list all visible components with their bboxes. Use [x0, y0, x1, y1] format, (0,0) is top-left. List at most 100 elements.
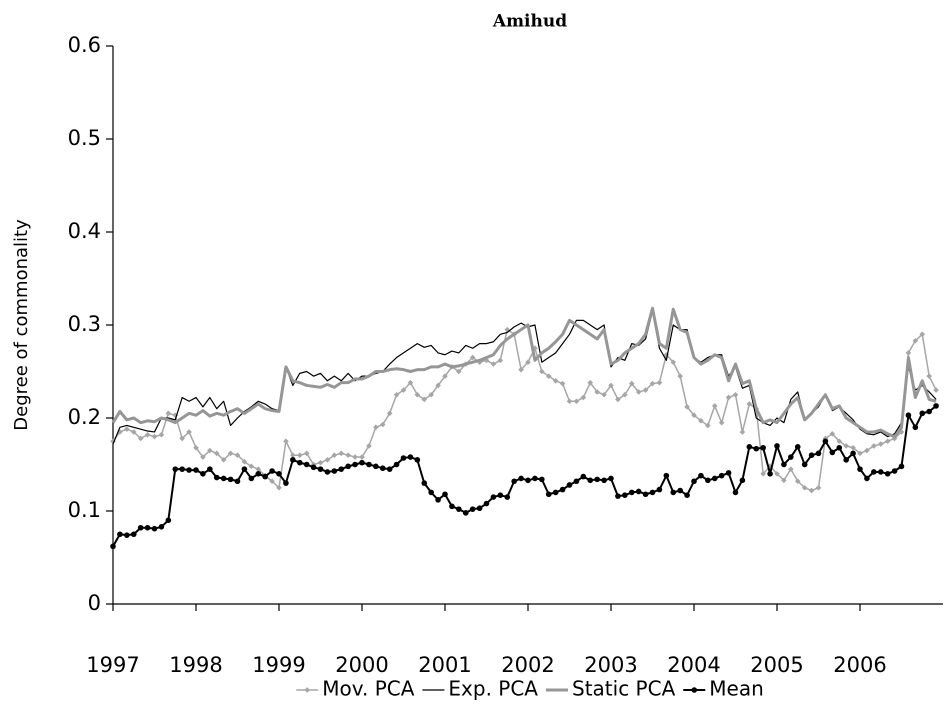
data-point — [601, 477, 607, 484]
data-point — [760, 444, 766, 451]
data-point — [525, 359, 531, 365]
data-point — [421, 396, 428, 403]
data-point — [269, 478, 275, 485]
x-tick-label: 2002 — [501, 653, 554, 677]
data-point — [829, 449, 836, 456]
data-point — [414, 457, 421, 463]
data-point — [158, 431, 165, 438]
data-point — [469, 506, 476, 512]
data-point — [622, 391, 628, 398]
data-point — [573, 478, 580, 485]
data-point — [808, 487, 815, 494]
data-point — [781, 477, 787, 484]
data-point — [718, 419, 725, 426]
data-point — [815, 450, 822, 457]
data-point — [580, 394, 587, 401]
data-point — [207, 447, 213, 454]
legend-item: Static PCA — [545, 677, 676, 701]
data-point — [442, 373, 448, 379]
data-point — [615, 493, 621, 499]
data-point — [739, 477, 746, 484]
data-point — [352, 461, 358, 468]
data-point — [296, 459, 303, 466]
data-point — [456, 368, 462, 375]
data-point — [594, 476, 600, 483]
data-point — [794, 478, 801, 485]
data-point — [746, 444, 753, 450]
data-point — [608, 382, 614, 389]
data-point — [850, 444, 856, 451]
data-point — [711, 475, 718, 482]
data-point — [822, 438, 829, 445]
data-point — [304, 687, 310, 693]
data-point — [213, 474, 220, 481]
data-point — [628, 380, 635, 387]
data-point — [130, 531, 137, 538]
series-line — [112, 310, 937, 445]
data-point — [684, 492, 690, 498]
data-point — [124, 426, 130, 432]
data-point — [317, 459, 324, 466]
data-point — [490, 494, 497, 500]
data-point — [642, 387, 649, 393]
data-point — [836, 444, 843, 451]
data-point — [525, 477, 531, 484]
data-point — [352, 454, 358, 460]
data-point — [117, 531, 123, 538]
data-point — [801, 461, 808, 468]
data-point — [891, 468, 898, 474]
data-point — [172, 466, 179, 472]
data-point — [539, 368, 545, 375]
data-point — [504, 326, 511, 333]
data-point — [884, 471, 891, 477]
data-point — [877, 441, 884, 447]
data-point — [746, 401, 753, 407]
data-point — [518, 475, 524, 482]
y-tick-label: 0.1 — [68, 498, 101, 522]
data-point — [151, 525, 158, 532]
data-point — [622, 492, 628, 498]
data-point — [912, 424, 919, 431]
data-point — [186, 467, 192, 473]
data-point — [469, 354, 476, 361]
y-tick-label: 0.2 — [68, 405, 101, 429]
legend-item: Mean — [683, 677, 764, 701]
x-tick-label: 2005 — [750, 653, 803, 677]
data-point — [615, 396, 621, 403]
data-point — [628, 489, 635, 496]
data-point — [642, 491, 649, 498]
data-point — [884, 438, 891, 445]
data-point — [649, 380, 656, 387]
data-point — [504, 494, 511, 500]
data-point — [580, 473, 587, 480]
data-point — [774, 471, 780, 477]
data-point — [110, 543, 116, 550]
data-point — [276, 471, 282, 477]
series — [112, 310, 937, 445]
data-point — [698, 472, 704, 479]
data-point — [587, 379, 594, 386]
data-point — [144, 431, 151, 438]
data-point — [151, 433, 158, 440]
data-point — [552, 489, 559, 496]
data-point — [248, 475, 255, 482]
data-point — [476, 359, 483, 365]
data-point — [691, 412, 697, 419]
data-point — [255, 466, 262, 472]
data-point — [386, 466, 393, 472]
data-point — [808, 452, 815, 459]
chart-title: Amihud — [492, 12, 567, 32]
data-point — [400, 387, 407, 393]
data-point — [905, 350, 912, 356]
data-point — [442, 491, 448, 498]
data-point — [317, 466, 324, 472]
data-point — [608, 475, 614, 482]
data-point — [186, 429, 192, 435]
data-point — [933, 387, 939, 393]
data-point — [379, 465, 386, 472]
data-point — [926, 408, 932, 415]
data-point — [193, 467, 199, 473]
data-point — [656, 486, 663, 493]
data-point — [705, 477, 711, 484]
data-point — [532, 475, 538, 482]
